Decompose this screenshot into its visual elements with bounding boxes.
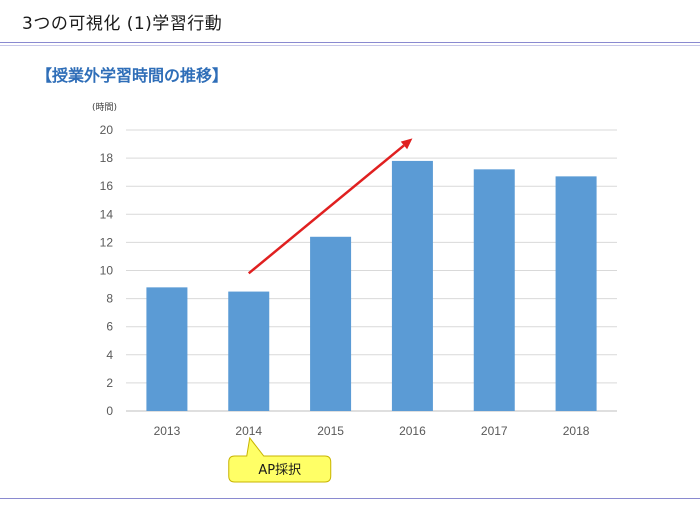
- bar-2018: [555, 176, 597, 411]
- trend-arrow-head: [400, 138, 413, 150]
- y-tick-label: 0: [106, 404, 113, 418]
- y-tick-label: 8: [106, 292, 113, 306]
- y-tick-label: 14: [100, 207, 114, 221]
- gridlines: [126, 129, 617, 412]
- title-divider-secondary: [0, 45, 700, 46]
- ap-adoption-callout: AP採択: [228, 436, 332, 483]
- title-divider: [0, 42, 700, 43]
- trend-arrow-shaft: [247, 144, 405, 275]
- footer-divider: [0, 498, 700, 499]
- trend-arrow: [247, 138, 413, 275]
- bars: [146, 160, 597, 411]
- slide-title: 3つの可視化 (1)学習行動: [22, 14, 223, 34]
- bar-2017: [473, 169, 515, 411]
- y-tick-label: 20: [100, 123, 114, 137]
- chart-title: 【授業外学習時間の推移】: [36, 66, 229, 85]
- bar-2015: [310, 236, 352, 411]
- callout-label: AP採択: [258, 463, 301, 478]
- y-tick-label: 10: [100, 264, 114, 278]
- x-axis-ticks: 2013 2014 2015 2016 2017 2018: [154, 424, 590, 438]
- bar-2016: [391, 160, 433, 411]
- y-tick-label: 2: [106, 376, 113, 390]
- x-tick-label: 2018: [563, 424, 590, 438]
- x-tick-label: 2016: [399, 424, 426, 438]
- bar-2013: [146, 287, 188, 411]
- x-tick-label: 2014: [235, 424, 262, 438]
- x-tick-label: 2015: [317, 424, 344, 438]
- y-tick-label: 4: [106, 348, 113, 362]
- y-axis-ticks: 0 2 4 6 8 10 12 14 16 18 20: [100, 123, 114, 418]
- callout-bubble: [228, 436, 332, 483]
- y-tick-label: 6: [106, 320, 113, 334]
- y-tick-label: 16: [100, 179, 114, 193]
- y-axis-unit-label: (時間): [92, 102, 117, 113]
- x-tick-label: 2017: [481, 424, 508, 438]
- bar-2014: [228, 291, 270, 411]
- y-tick-label: 12: [100, 235, 114, 249]
- y-tick-label: 18: [100, 151, 114, 165]
- x-tick-label: 2013: [154, 424, 181, 438]
